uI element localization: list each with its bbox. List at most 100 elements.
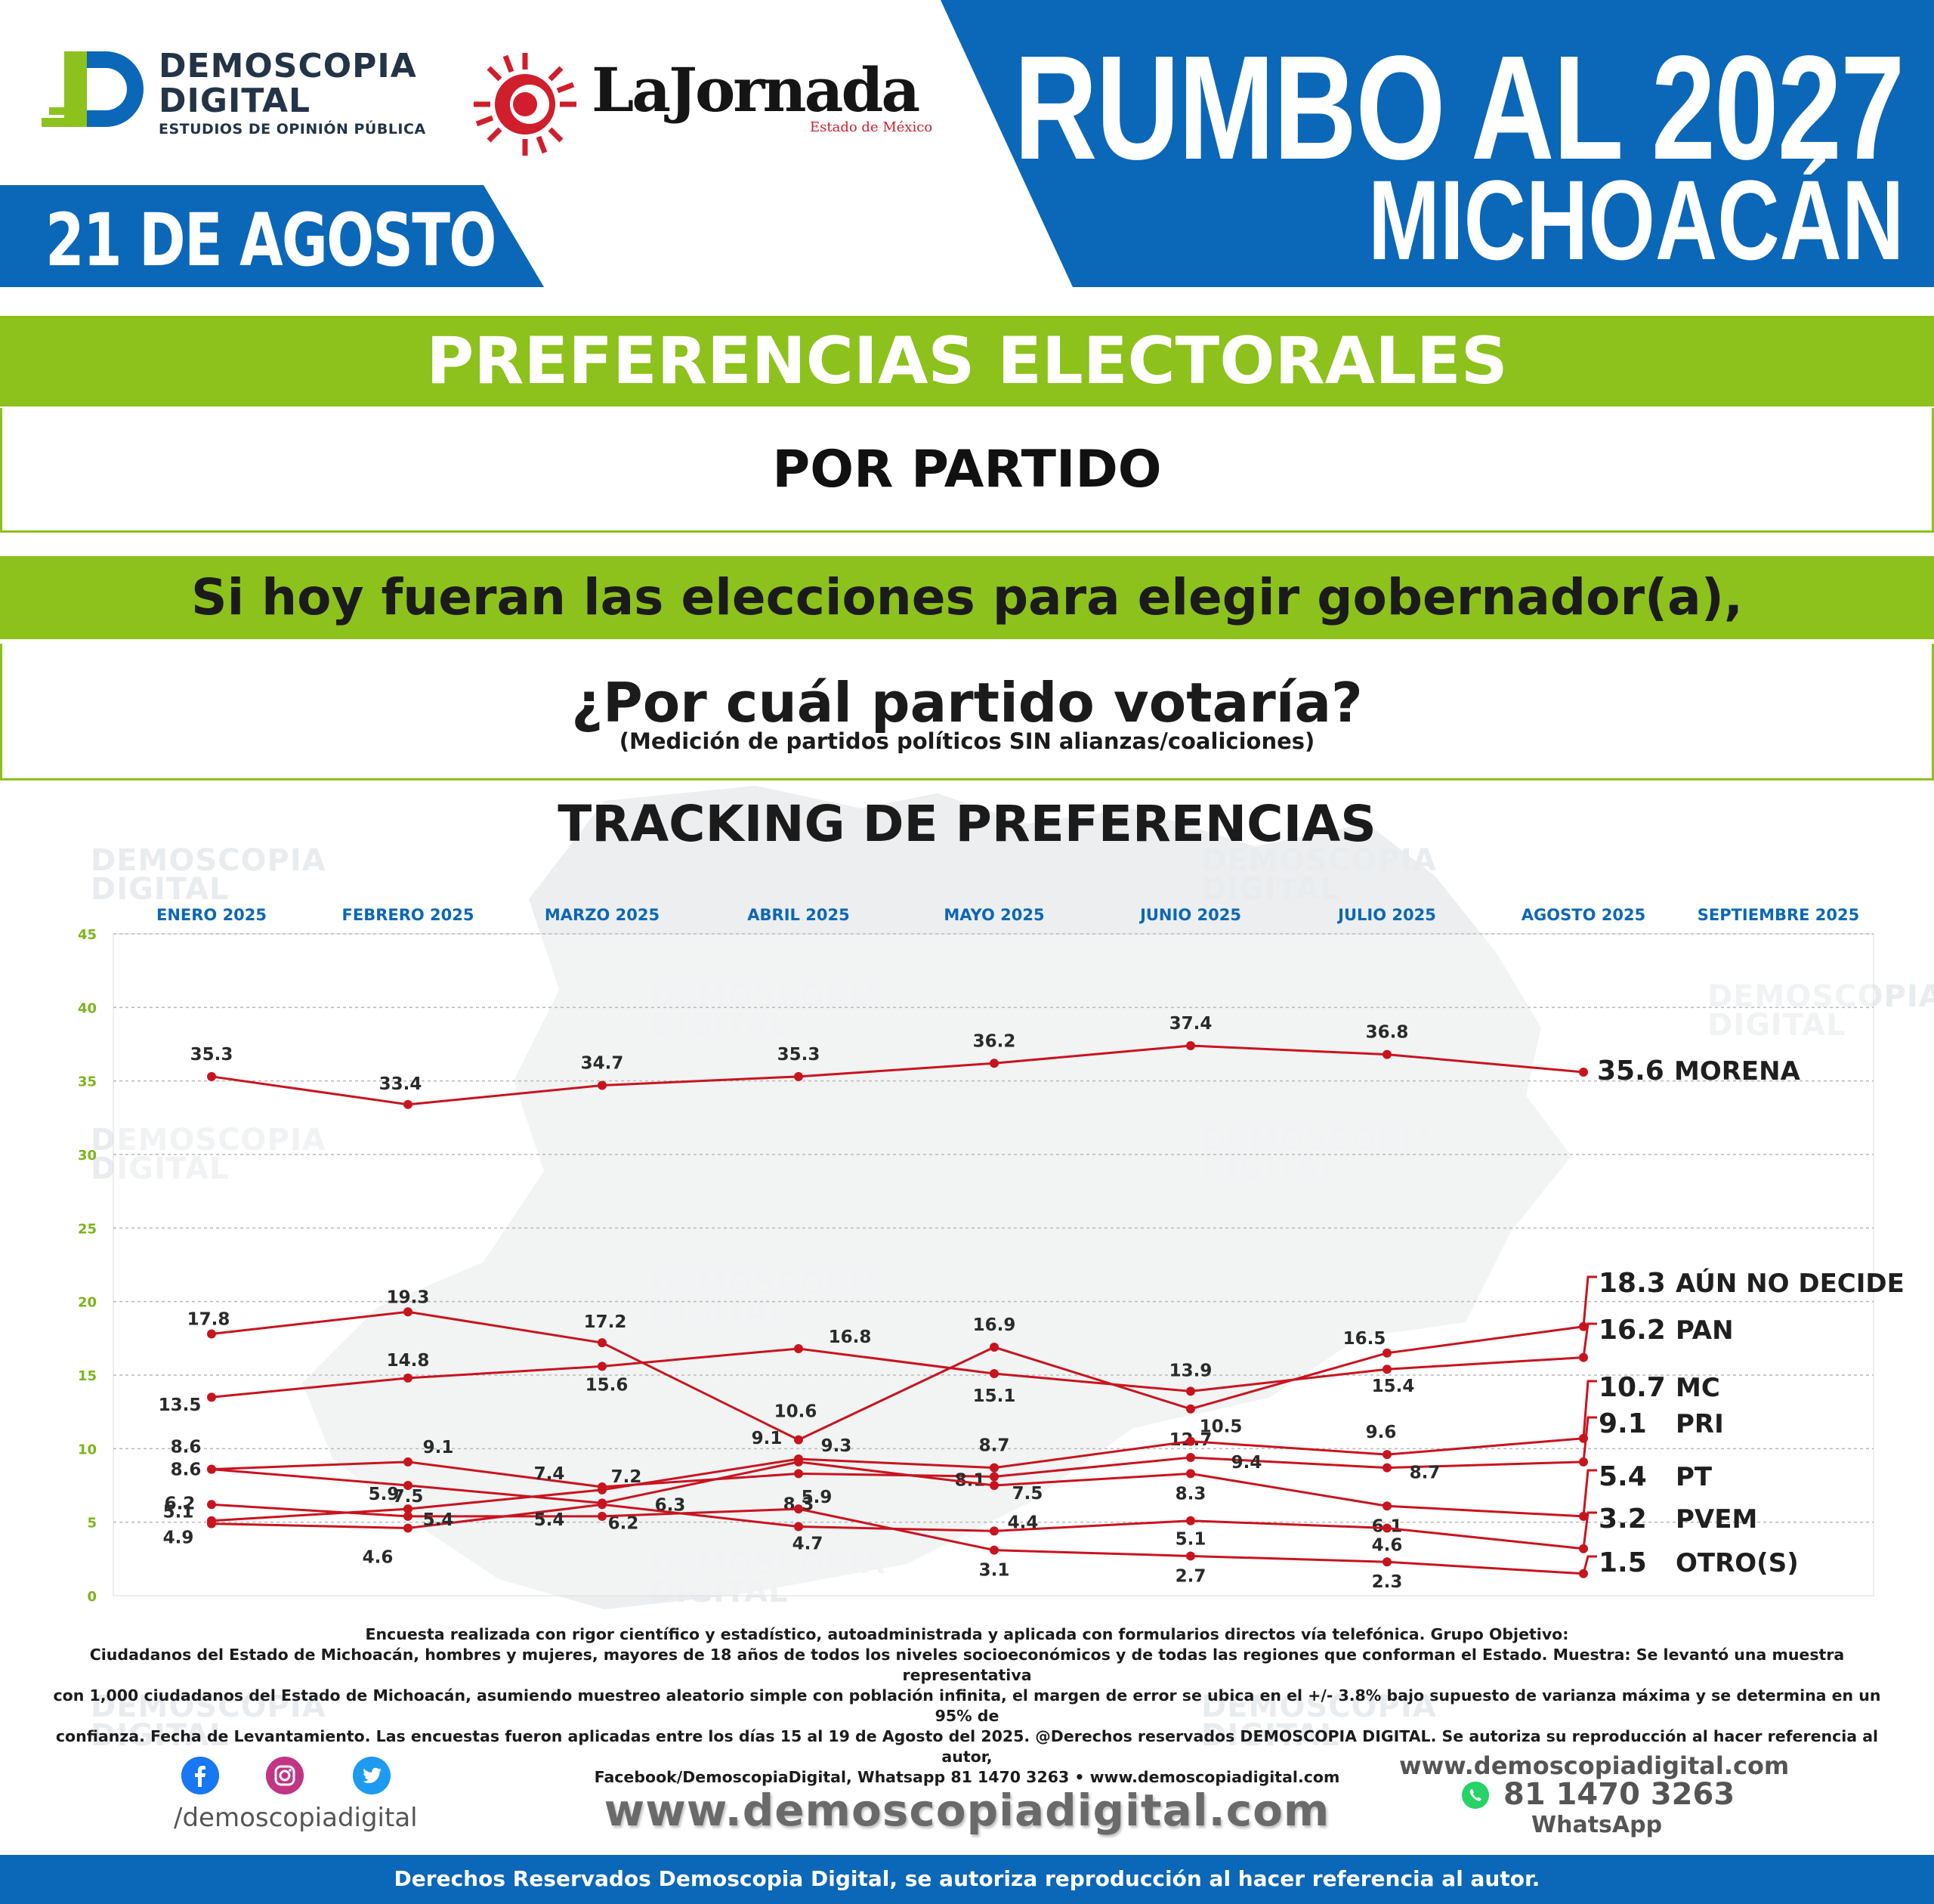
data-label: 35.3	[190, 1045, 233, 1065]
data-label: 8.6	[171, 1438, 202, 1457]
whatsapp-number[interactable]: 81 1470 3263	[1503, 1777, 1735, 1812]
section-title-band	[0, 316, 1934, 406]
leader-line	[1582, 1469, 1597, 1517]
series-name-label: MORENA	[1674, 1056, 1801, 1086]
data-point	[403, 1099, 412, 1109]
brand-name-line1: DEMOSCOPIA	[159, 47, 417, 85]
data-label: 5.1	[163, 1503, 194, 1522]
data-point	[207, 1519, 216, 1528]
website-link[interactable]: www.demoscopiadigital.com	[604, 1785, 1330, 1836]
end-value-label: 18.3	[1599, 1268, 1666, 1299]
data-point	[403, 1523, 412, 1533]
data-label: 4.6	[363, 1547, 394, 1567]
data-point	[1579, 1569, 1588, 1578]
methodology-line: confianza. Fecha de Levantamiento. Las e…	[55, 1727, 1879, 1766]
website-link-small[interactable]: www.demoscopiadigital.com	[1399, 1751, 1790, 1780]
chart-title: TRACKING DE PREFERENCIAS	[558, 795, 1376, 853]
series-line	[211, 1456, 1584, 1488]
data-point	[990, 1545, 999, 1555]
series-name-label: PT	[1676, 1462, 1713, 1492]
data-label: 5.9	[369, 1485, 400, 1504]
data-point	[1383, 1348, 1392, 1358]
data-label: 4.6	[1372, 1535, 1403, 1555]
data-label: 9.3	[821, 1436, 852, 1456]
data-label: 8.7	[1410, 1464, 1441, 1483]
facebook-icon[interactable]	[181, 1757, 219, 1794]
data-point	[1383, 1557, 1392, 1567]
data-label: 4.4	[1008, 1513, 1039, 1532]
data-point	[403, 1457, 412, 1467]
data-point	[1186, 1469, 1195, 1479]
leader-line	[1582, 1275, 1597, 1327]
methodology-line: Facebook/DemoscopiaDigital, Whatsapp 81 …	[594, 1768, 1340, 1786]
x-month-label: ENERO 2025	[156, 906, 267, 924]
data-label: 15.6	[585, 1375, 629, 1395]
question-line-2: ¿Por cuál partido votaría?	[571, 671, 1363, 734]
series-line	[211, 1310, 1584, 1442]
data-point	[207, 1329, 216, 1339]
data-point	[794, 1071, 803, 1081]
data-point	[403, 1481, 412, 1490]
data-point	[1186, 1516, 1195, 1525]
data-label: 7.4	[534, 1464, 565, 1484]
data-point	[403, 1307, 412, 1317]
x-month-label: ABRIL 2025	[747, 906, 849, 924]
data-label: 5.4	[423, 1510, 454, 1530]
data-label: 4.7	[792, 1535, 823, 1554]
end-value-label: 10.7	[1599, 1372, 1666, 1403]
data-label: 17.2	[584, 1312, 627, 1332]
section-subtitle: POR PARTIDO	[772, 440, 1162, 499]
brand-name-line2: DIGITAL	[159, 82, 311, 120]
data-point	[990, 1526, 999, 1536]
question-line-1: Si hoy fueran las elecciones para elegir…	[191, 568, 1743, 626]
data-point	[598, 1511, 607, 1521]
data-label: 9.1	[423, 1438, 454, 1457]
data-point	[1383, 1501, 1392, 1511]
data-point	[990, 1059, 999, 1068]
data-point	[207, 1071, 216, 1081]
data-point	[207, 1500, 216, 1510]
data-point	[207, 1464, 216, 1474]
y-tick-label: 40	[78, 1000, 97, 1016]
headline-state: MICHOACÁN	[1367, 156, 1904, 283]
end-value-label: 9.1	[1599, 1408, 1647, 1439]
y-tick-label: 35	[78, 1074, 97, 1090]
twitter-icon[interactable]	[353, 1757, 391, 1794]
end-value-label: 1.5	[1599, 1547, 1647, 1578]
brand-tagline: ESTUDIOS DE OPINIÓN PÚBLICA	[159, 121, 426, 138]
data-label: 16.9	[973, 1315, 1016, 1335]
end-value-label: 3.2	[1599, 1504, 1647, 1535]
data-point	[403, 1511, 412, 1521]
instagram-icon[interactable]	[266, 1757, 304, 1794]
series-line	[211, 1347, 1584, 1399]
section-title: PREFERENCIAS ELECTORALES	[426, 323, 1508, 399]
michoacan-map-watermark	[302, 786, 1571, 1609]
leader-line	[1582, 1322, 1597, 1358]
data-label: 7.5	[393, 1487, 424, 1507]
data-label: 16.5	[1343, 1329, 1386, 1349]
data-label: 19.3	[387, 1287, 430, 1307]
x-month-label: AGOSTO 2025	[1522, 906, 1645, 924]
headline-title: RUMBO AL 2027	[1014, 25, 1905, 190]
leader-line	[1582, 1380, 1597, 1439]
data-label: 14.8	[387, 1351, 430, 1371]
data-label: 36.8	[1366, 1023, 1409, 1043]
data-label: 37.4	[1169, 1014, 1213, 1034]
data-point	[598, 1362, 607, 1371]
data-label: 15.4	[1372, 1377, 1415, 1396]
question-note: (Medición de partidos políticos SIN alia…	[619, 728, 1315, 754]
series-line	[211, 1460, 1584, 1518]
series-line	[211, 1437, 1584, 1522]
series-name-label: PAN	[1676, 1315, 1734, 1346]
data-point	[1186, 1453, 1195, 1463]
methodology-note: Encuesta realizada con rigor científico …	[45, 1624, 1889, 1788]
data-point	[598, 1338, 607, 1348]
y-tick-label: 5	[87, 1516, 97, 1532]
data-label: 2.7	[1176, 1566, 1206, 1586]
y-tick-label: 45	[78, 927, 97, 943]
series-name-label: PVEM	[1676, 1504, 1757, 1535]
end-value-label: 5.4	[1599, 1461, 1647, 1492]
data-point	[403, 1504, 412, 1514]
series-line	[211, 1503, 1584, 1575]
leader-line	[1582, 1416, 1597, 1463]
